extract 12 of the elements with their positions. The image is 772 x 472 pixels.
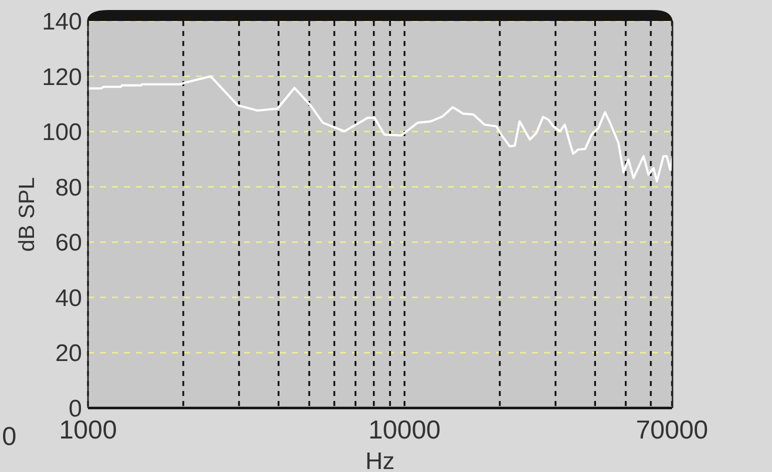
y-tick-label: 40 — [55, 284, 82, 312]
y-tick-label: 120 — [42, 64, 82, 91]
text: 0 — [2, 421, 16, 451]
y-tick-label: 60 — [55, 230, 82, 257]
x-tick-label: 70000 — [636, 414, 708, 444]
x-axis-title: Hz — [365, 448, 395, 472]
y-axis-title: dB SPL — [14, 177, 38, 252]
y-tick-label: 80 — [55, 174, 82, 202]
x-tick-label: 10000 — [368, 414, 441, 444]
y-tick-label: 100 — [42, 119, 82, 146]
y-tick-label: 140 — [42, 8, 82, 36]
y-tick-label: 20 — [55, 340, 82, 368]
